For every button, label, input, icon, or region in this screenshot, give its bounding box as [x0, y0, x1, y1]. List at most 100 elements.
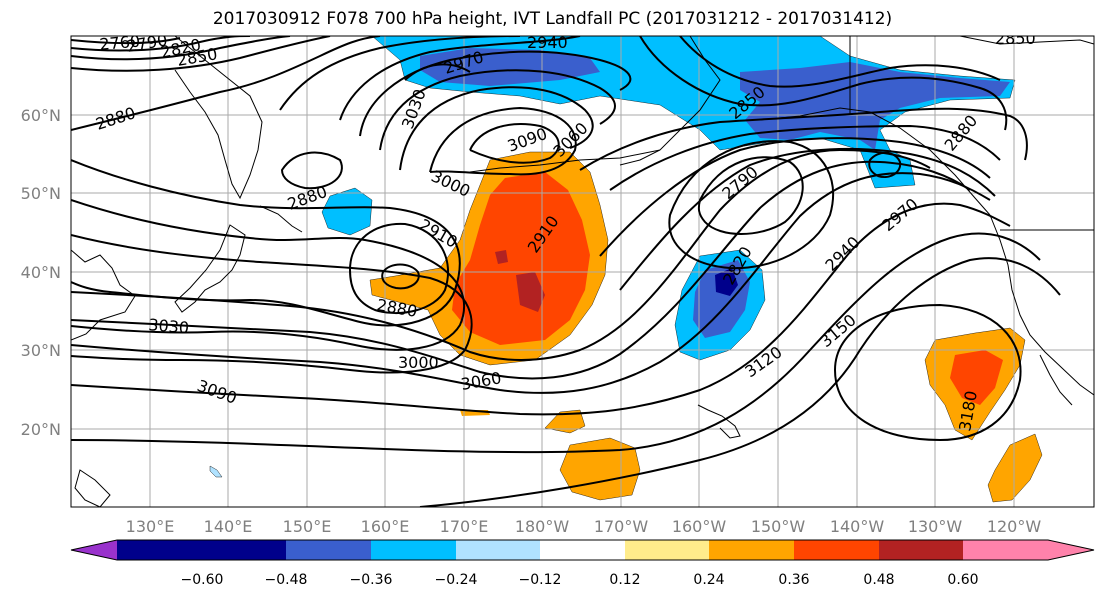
contour-line-2940-n: [339, 36, 581, 121]
colorbar-tick-label: 0.60: [947, 572, 978, 588]
colorbar-tick-label: −0.36: [350, 572, 393, 588]
colorbar-extend-low: [71, 540, 117, 560]
lon-label: 160°E: [361, 517, 410, 536]
coast-na-north: [959, 36, 1094, 45]
contour-line-3030-mid: [71, 160, 971, 380]
lon-label: 170°E: [440, 517, 489, 536]
contour-line-2850-ring-w: [404, 63, 471, 81]
colorbar: −0.60 −0.48 −0.36 −0.24 −0.12 0.12 0.24 …: [70, 539, 1095, 588]
contour-line-3120: [71, 232, 1041, 454]
contour-line-3090-mid: [71, 202, 1011, 416]
colorbar-segment: [286, 540, 371, 560]
colorbar-tick-label: −0.60: [181, 572, 224, 588]
coast-alaska: [619, 36, 721, 166]
shade-pos-main-dark-2: [495, 250, 508, 264]
contour-line-2760: [71, 37, 181, 45]
shade-pos-east-red: [950, 350, 1003, 405]
coast-aleutians: [469, 149, 661, 173]
colorbar-extend-high: [1048, 540, 1094, 560]
shade-pos-main-red: [452, 172, 590, 345]
colorbar-segment: [879, 540, 963, 560]
contour-line-2970-n: [359, 50, 632, 137]
plot-frame: [70, 35, 1095, 508]
contour-line-2790-low: [697, 156, 804, 235]
height-contours: [71, 36, 1061, 507]
contour-line-2880-n: [71, 36, 381, 131]
colorbar-segment: [625, 540, 709, 560]
lon-label: 150°W: [751, 517, 806, 536]
lat-label: 50°N: [21, 184, 61, 203]
lon-label: 150°E: [283, 517, 332, 536]
contour-line-3150: [419, 257, 1061, 507]
lon-label: 140°E: [204, 517, 253, 536]
colorbar-outline: [70, 539, 1095, 561]
lat-label: 20°N: [21, 420, 61, 439]
lat-label: 60°N: [21, 106, 61, 125]
colorbar-segment: [202, 540, 286, 560]
lon-labels: 130°E 140°E 150°E 160°E 170°E 180°W 170°…: [126, 517, 1042, 536]
map-plot-area: 2760 2790 2820 2850 2880 2970 2940 3030 …: [71, 29, 1094, 507]
contour-line-2820-east: [679, 36, 1001, 88]
lon-label: 130°E: [126, 517, 175, 536]
colorbar-segment: [371, 540, 456, 560]
negative-shading: [209, 36, 1016, 478]
lon-label: 120°W: [987, 517, 1042, 536]
lon-label: 130°W: [908, 517, 963, 536]
contour-line-3030-n: [399, 86, 594, 171]
lon-label: 160°W: [672, 517, 727, 536]
contour-line-2910-east: [609, 124, 1001, 191]
colorbar-segment: [117, 540, 202, 560]
coast-asia: [71, 249, 136, 341]
shade-neg-spot-west: [321, 187, 373, 236]
colorbar-segment: [540, 540, 625, 560]
contour-line-2940-east: [599, 137, 991, 257]
contour-line-3180-ring: [833, 303, 1022, 442]
contour-label: 3000: [398, 353, 439, 372]
coast-hawaii: [697, 404, 741, 439]
contour-line-2880-ring-c: [381, 263, 420, 290]
colorbar-tick-label: 0.12: [609, 572, 640, 588]
positive-shading: [369, 151, 1043, 503]
contour-line-2910-n: [279, 36, 521, 111]
coast-na-west: [989, 214, 1094, 396]
contour-label: 3030: [148, 315, 190, 337]
coastlines: [71, 36, 1094, 507]
figure-title: 2017030912 F078 700 hPa height, IVT Land…: [212, 9, 893, 29]
contour-line-3000-n: [379, 69, 616, 151]
colorbar-segment: [794, 540, 879, 560]
contour-line-2880-trough: [349, 222, 450, 314]
contour-line-3060-mid: [71, 172, 991, 394]
contour-line-2820-low: [668, 140, 835, 270]
shade-pos-south-3: [987, 433, 1043, 503]
colorbar-segment: [963, 540, 1048, 560]
colorbar-tick-label: −0.48: [265, 572, 308, 588]
contour-line-2820: [71, 36, 291, 61]
contour-label: 2850: [995, 29, 1036, 48]
lon-label: 180°W: [515, 517, 570, 536]
shade-neg-tiny: [209, 465, 223, 478]
contour-line-2850-east: [639, 36, 1008, 131]
contour-line-3060-ring: [429, 106, 577, 176]
contour-line-3090-ring: [469, 123, 560, 164]
coast-philippines: [74, 469, 111, 507]
colorbar-segment: [456, 540, 540, 560]
lat-label: 30°N: [21, 341, 61, 360]
coast-baja: [1039, 354, 1073, 406]
contour-line-2760-ring: [868, 151, 902, 178]
coast-kuril: [259, 205, 303, 233]
lon-label: 170°W: [594, 517, 649, 536]
coast-kamchatka: [174, 36, 263, 200]
contour-line-2970-east: [619, 147, 996, 291]
shade-neg-central-dark: [715, 268, 738, 296]
colorbar-tick-label: 0.24: [693, 572, 724, 588]
lon-label: 140°W: [830, 517, 885, 536]
contour-line-3000-mid: [71, 148, 931, 361]
colorbar-tick-label: −0.12: [519, 572, 562, 588]
lat-label: 40°N: [21, 263, 61, 282]
shade-pos-south-1: [559, 437, 641, 501]
contour-line-2880-east: [579, 107, 1028, 171]
colorbar-segment: [709, 540, 794, 560]
colorbar-tick-label: 0.48: [863, 572, 894, 588]
coast-japan: [174, 224, 246, 313]
